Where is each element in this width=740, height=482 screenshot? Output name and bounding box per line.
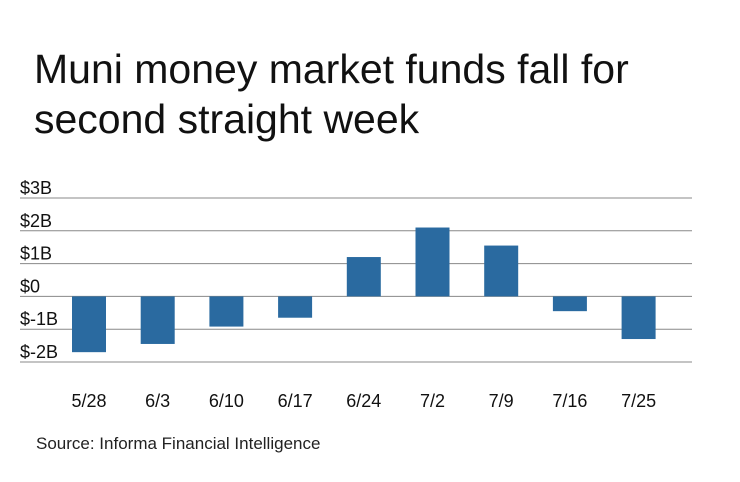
x-tick-label: 7/16 xyxy=(552,391,587,411)
source-note: Source: Informa Financial Intelligence xyxy=(36,434,321,453)
x-tick-label: 6/10 xyxy=(209,391,244,411)
bar xyxy=(484,245,519,297)
chart-title-line-1: Muni money market funds fall for xyxy=(34,46,629,92)
y-tick-label: $-2B xyxy=(20,342,58,362)
bar xyxy=(72,296,106,353)
chart-title-line-2: second straight week xyxy=(34,96,420,142)
y-tick-label: $2B xyxy=(20,211,52,231)
x-tick-label: 6/3 xyxy=(145,391,170,411)
bar xyxy=(621,296,656,340)
bar xyxy=(415,227,450,297)
y-tick-label: $3B xyxy=(20,178,52,198)
bar xyxy=(140,296,175,344)
y-tick-label: $0 xyxy=(20,276,40,296)
bar-chart: $3B $2B $1B $0 $-1B $-2B 5/28 6/3 6/10 6/17 6/24 7/… xyxy=(20,178,692,411)
x-tick-label: 6/17 xyxy=(278,391,313,411)
x-tick-label: 7/9 xyxy=(489,391,514,411)
bar xyxy=(209,296,244,327)
x-tick-label: 5/28 xyxy=(71,391,106,411)
y-tick-label: $-1B xyxy=(20,309,58,329)
bar xyxy=(278,296,313,318)
y-tick-label: $1B xyxy=(20,244,52,264)
bar xyxy=(346,257,381,297)
x-tick-label: 7/2 xyxy=(420,391,445,411)
x-tick-label: 7/25 xyxy=(621,391,656,411)
x-tick-label: 6/24 xyxy=(346,391,381,411)
chart-title: Muni money market funds fall for second … xyxy=(34,44,724,144)
bar xyxy=(552,296,587,312)
